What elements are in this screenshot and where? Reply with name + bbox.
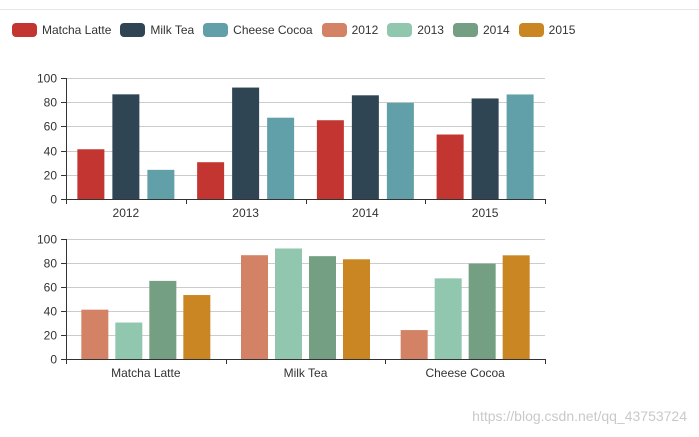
legend-label: 2012 (351, 23, 379, 37)
y-tick-label: 40 (44, 145, 58, 159)
bar-2013-milk-tea (275, 248, 302, 359)
y-tick-label: 60 (44, 120, 58, 134)
y-tick-label: 80 (44, 96, 58, 110)
legend-swatch (518, 23, 544, 37)
legend-swatch (452, 23, 478, 37)
y-tick-label: 80 (44, 257, 58, 271)
x-tick-label: 2012 (113, 206, 140, 220)
bar-matcha-latte-2015 (436, 134, 464, 199)
watermark: https://blog.csdn.net/qq_43753724 (472, 408, 687, 424)
bar-2015-milk-tea (343, 259, 370, 359)
legend-swatch (12, 23, 37, 37)
y-tick-label: 0 (50, 353, 57, 367)
bar-2012-milk-tea (241, 255, 268, 359)
x-tick-label: Matcha Latte (111, 366, 181, 380)
bar-milk-tea-2012 (112, 94, 140, 199)
legend-item-cheese-cocoa[interactable]: Cheese Cocoa (203, 23, 313, 37)
y-tick-label: 20 (44, 329, 58, 343)
legend-label: 2014 (482, 23, 510, 37)
y-tick-label: 40 (44, 305, 58, 319)
legend-item-milk-tea[interactable]: Milk Tea (120, 23, 194, 37)
legend-label: 2015 (548, 23, 576, 37)
legend-item-2015[interactable]: 2015 (518, 23, 576, 37)
x-tick-label: 2015 (472, 206, 499, 220)
bar-2013-cheese-cocoa (434, 278, 462, 359)
bar-matcha-latte-2013 (197, 162, 225, 199)
y-tick-label: 20 (44, 169, 58, 183)
legend: Matcha Latte Milk Tea Cheese Cocoa 2012 … (12, 21, 584, 39)
legend-item-2012[interactable]: 2012 (321, 23, 379, 37)
legend-swatch (321, 23, 347, 37)
y-tick-label: 60 (44, 281, 58, 295)
bar-2014-cheese-cocoa (468, 263, 496, 359)
legend-item-2014[interactable]: 2014 (452, 23, 510, 37)
legend-label: Matcha Latte (42, 23, 112, 37)
x-tick-label: Cheese Cocoa (425, 366, 505, 380)
legend-swatch (387, 23, 413, 37)
bar-matcha-latte-2012 (77, 149, 105, 199)
y-tick-label: 100 (37, 72, 57, 86)
bar-2013-matcha-latte (115, 322, 143, 359)
bar-milk-tea-2013 (232, 87, 260, 199)
legend-swatch (120, 23, 146, 37)
x-tick-label: 2014 (352, 206, 379, 220)
y-tick-label: 0 (50, 193, 57, 207)
bar-2012-matcha-latte (81, 309, 109, 359)
top-divider (0, 9, 699, 10)
bar-2012-cheese-cocoa (400, 330, 428, 359)
bar-cheese-cocoa-2014 (386, 102, 414, 199)
legend-label: Cheese Cocoa (233, 23, 313, 37)
bar-cheese-cocoa-2013 (267, 117, 295, 199)
bar-cheese-cocoa-2012 (147, 169, 175, 199)
bar-milk-tea-2014 (351, 95, 379, 199)
bar-2014-milk-tea (309, 256, 336, 359)
x-tick-label: Milk Tea (284, 366, 328, 380)
x-tick-label: 2013 (232, 206, 259, 220)
legend-swatch (203, 23, 229, 37)
bar-2014-matcha-latte (149, 280, 177, 359)
bar-matcha-latte-2014 (316, 120, 344, 199)
bar-milk-tea-2015 (471, 98, 499, 199)
bar-2015-cheese-cocoa (502, 255, 530, 359)
bar-cheese-cocoa-2015 (506, 94, 534, 199)
bar-2015-matcha-latte (183, 295, 211, 359)
legend-label: 2013 (417, 23, 444, 37)
y-tick-label: 100 (37, 233, 57, 247)
legend-label: Milk Tea (150, 23, 195, 37)
legend-item-matcha-latte[interactable]: Matcha Latte (12, 23, 111, 37)
legend-item-2013[interactable]: 2013 (387, 23, 444, 37)
